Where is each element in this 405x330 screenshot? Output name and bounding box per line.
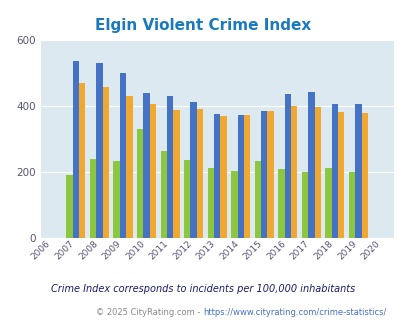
Text: Crime Index corresponds to incidents per 100,000 inhabitants: Crime Index corresponds to incidents per… <box>51 284 354 294</box>
Bar <box>254 161 260 238</box>
Bar <box>79 83 85 238</box>
Bar <box>207 168 213 238</box>
Bar <box>119 73 126 238</box>
Bar <box>72 61 79 238</box>
Bar <box>102 87 109 238</box>
Bar <box>231 171 237 238</box>
Bar <box>196 109 202 238</box>
Bar <box>361 113 367 238</box>
Bar <box>314 107 320 238</box>
Bar <box>260 111 267 238</box>
Bar <box>90 159 96 238</box>
Bar <box>126 96 132 238</box>
Bar <box>149 104 156 238</box>
Bar <box>331 104 337 238</box>
Bar <box>354 104 361 238</box>
Bar <box>166 96 173 238</box>
Text: https://www.cityrating.com/crime-statistics/: https://www.cityrating.com/crime-statist… <box>202 308 386 317</box>
Bar <box>337 112 343 238</box>
Bar <box>190 102 196 238</box>
Bar <box>278 169 284 238</box>
Bar <box>143 93 149 238</box>
Bar <box>267 111 273 238</box>
Bar <box>290 106 296 238</box>
Bar <box>237 115 243 238</box>
Bar <box>220 116 226 238</box>
Bar <box>284 94 290 238</box>
Bar <box>301 172 307 238</box>
Bar <box>213 114 220 238</box>
Bar <box>243 115 249 238</box>
Bar <box>307 92 314 238</box>
Bar <box>325 168 331 238</box>
Bar <box>348 172 354 238</box>
Bar <box>160 151 166 238</box>
Bar <box>96 63 102 238</box>
Bar <box>137 129 143 238</box>
Bar <box>173 110 179 238</box>
Text: Elgin Violent Crime Index: Elgin Violent Crime Index <box>95 18 310 33</box>
Bar <box>113 161 119 238</box>
Bar <box>184 160 190 238</box>
Bar <box>66 175 72 238</box>
Text: © 2025 CityRating.com -: © 2025 CityRating.com - <box>96 308 202 317</box>
